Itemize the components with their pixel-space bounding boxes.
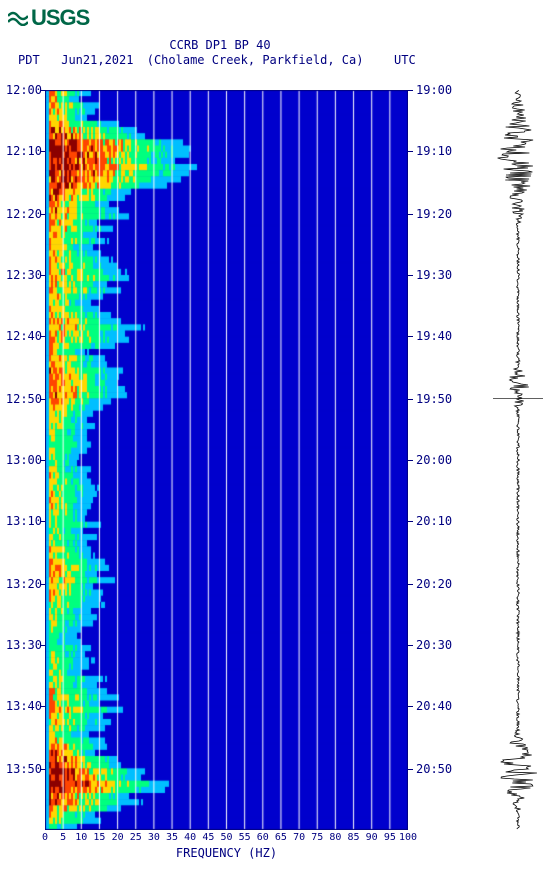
pdt-label: PDT	[18, 53, 48, 67]
time-tick: 12:50	[6, 392, 42, 406]
seismogram-trace	[493, 90, 543, 830]
freq-tick: 40	[184, 832, 196, 843]
time-tick: 20:50	[416, 762, 452, 776]
freq-tick: 25	[130, 832, 142, 843]
time-tick: 13:50	[6, 762, 42, 776]
freq-tick: 55	[239, 832, 251, 843]
time-tick: 12:40	[6, 329, 42, 343]
time-tick: 19:30	[416, 268, 452, 282]
freq-tick: 85	[348, 832, 360, 843]
freq-tick: 30	[148, 832, 160, 843]
time-tick: 13:40	[6, 699, 42, 713]
time-tick: 20:20	[416, 577, 452, 591]
time-tick: 19:40	[416, 329, 452, 343]
frequency-ticks: 0510152025303540455055606570758085909510…	[45, 832, 408, 844]
freq-tick: 10	[75, 832, 87, 843]
wave-icon	[8, 10, 28, 26]
spectrogram-plot	[45, 90, 408, 830]
left-time-axis: 12:0012:1012:2012:3012:4012:5013:0013:10…	[0, 90, 44, 830]
freq-tick: 50	[220, 832, 232, 843]
time-tick: 20:10	[416, 514, 452, 528]
time-tick: 12:30	[6, 268, 42, 282]
spectrogram-canvas	[45, 90, 408, 830]
time-tick: 19:10	[416, 144, 452, 158]
freq-tick: 65	[275, 832, 287, 843]
freq-tick: 70	[293, 832, 305, 843]
location-label: (Cholame Creek, Parkfield, Ca)	[147, 53, 364, 67]
chart-title: CCRB DP1 BP 40	[0, 38, 440, 52]
freq-tick: 75	[311, 832, 323, 843]
time-tick: 20:00	[416, 453, 452, 467]
time-tick: 19:50	[416, 392, 452, 406]
freq-tick: 5	[60, 832, 66, 843]
usgs-logo: USGS	[8, 5, 89, 31]
frequency-axis-label: FREQUENCY (HZ)	[45, 846, 408, 860]
time-tick: 19:00	[416, 83, 452, 97]
time-tick: 20:30	[416, 638, 452, 652]
freq-tick: 20	[112, 832, 124, 843]
right-time-axis: 19:0019:1019:2019:3019:4019:5020:0020:10…	[410, 90, 460, 830]
time-tick: 20:40	[416, 699, 452, 713]
freq-tick: 45	[202, 832, 214, 843]
freq-tick: 60	[257, 832, 269, 843]
time-tick: 12:10	[6, 144, 42, 158]
time-tick: 12:20	[6, 207, 42, 221]
time-tick: 13:10	[6, 514, 42, 528]
freq-tick: 0	[42, 832, 48, 843]
time-tick: 12:00	[6, 83, 42, 97]
freq-tick: 35	[166, 832, 178, 843]
freq-tick: 15	[93, 832, 105, 843]
time-tick: 13:30	[6, 638, 42, 652]
time-tick: 13:00	[6, 453, 42, 467]
time-tick: 19:20	[416, 207, 452, 221]
freq-tick: 90	[366, 832, 378, 843]
date-label: Jun21,2021	[61, 53, 133, 67]
logo-text: USGS	[31, 5, 89, 31]
trace-path	[498, 90, 537, 829]
utc-label: UTC	[394, 53, 416, 67]
time-tick: 13:20	[6, 577, 42, 591]
freq-tick: 100	[399, 832, 417, 843]
freq-tick: 95	[384, 832, 396, 843]
freq-tick: 80	[329, 832, 341, 843]
chart-subtitle: PDT Jun21,2021 (Cholame Creek, Parkfield…	[0, 53, 440, 67]
